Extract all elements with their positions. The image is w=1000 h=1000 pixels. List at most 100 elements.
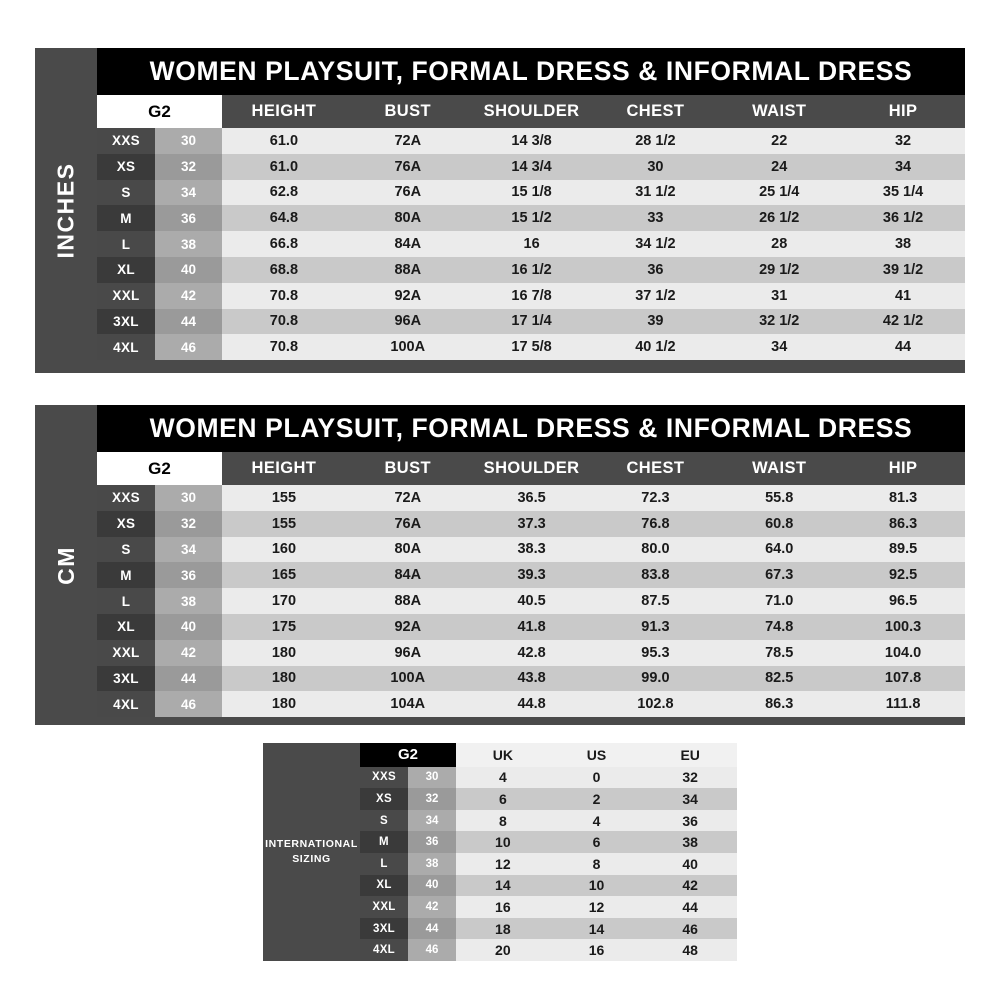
international-cell-us: 2 [549,788,644,810]
cell-shoulder: 15 1/2 [469,205,594,232]
cell-chest: 33 [593,205,718,232]
cell-bust: 92A [345,613,470,640]
international-cell-uk: 20 [456,939,550,961]
g2-value: 44 [155,308,222,335]
unit-label-inches: INCHES [52,162,79,259]
international-header-us: US [549,743,644,767]
inches-header-shoulder: SHOULDER [483,102,580,120]
size-label-xs: XS [97,510,155,537]
international-g2-value: 38 [408,853,456,875]
cell-waist: 29 1/2 [717,256,842,283]
cell-hip: 44 [841,334,965,361]
inches-table-body: WOMEN PLAYSUIT, FORMAL DRESS & INFORMAL … [97,48,965,373]
cm-header-g2: G2 [97,452,222,485]
cm-table-body: WOMEN PLAYSUIT, FORMAL DRESS & INFORMAL … [97,405,965,725]
g2-value: 30 [155,128,222,154]
cell-height: 66.8 [222,231,346,257]
cell-waist: 31 [717,282,842,309]
cell-chest: 99.0 [593,665,718,692]
international-cell-eu: 48 [643,939,738,961]
international-sizing-table: INTERNATIONAL SIZING G2 UK US EU XXS 30 4 0 32 X… [263,743,738,961]
international-cell-eu: 36 [643,809,738,832]
international-cell-uk: 8 [456,809,550,832]
international-cell-eu: 34 [643,788,738,810]
cell-bust: 80A [345,536,470,563]
cell-hip: 81.3 [841,485,965,511]
cell-height: 180 [222,665,346,692]
international-table-row: L 38 12 8 40 [360,853,738,875]
g2-value: 32 [155,510,222,537]
international-g2-value: 40 [408,874,456,897]
cell-shoulder: 39.3 [469,562,594,589]
cell-chest: 34 1/2 [593,231,718,257]
international-cell-us: 4 [549,809,644,832]
cell-height: 180 [222,691,346,718]
size-label-s: S [97,536,155,563]
international-size-label-m: M [360,831,408,854]
size-label-xxl: XXL [97,639,155,666]
size-label-3xl: 3XL [97,665,155,692]
cm-unit-rail: CM [35,405,97,725]
cm-header-hip: HIP [888,459,918,477]
cell-hip: 32 [841,128,965,154]
international-g2-value: 42 [408,896,456,918]
cell-chest: 30 [593,153,718,180]
international-cell-uk: 6 [456,788,550,810]
international-cell-us: 16 [549,939,644,961]
international-header-row: G2 UK US EU [360,743,738,767]
international-cell-uk: 14 [456,874,550,897]
g2-value: 30 [155,485,222,511]
international-cell-uk: 10 [456,831,550,854]
cell-height: 155 [222,510,346,537]
international-table-row: 4XL 46 20 16 48 [360,939,738,961]
inches-header-height: HEIGHT [251,102,317,120]
international-cell-us: 0 [549,766,644,789]
cell-bust: 84A [345,231,470,257]
international-size-label-xxs: XXS [360,766,408,789]
g2-value: 42 [155,282,222,309]
cm-header-waist: WAIST [752,459,807,477]
size-label-l: L [97,231,155,257]
cell-waist: 86.3 [717,691,842,718]
cell-waist: 67.3 [717,562,842,589]
inches-header-chest: CHEST [626,102,685,120]
g2-value: 34 [155,179,222,206]
cell-height: 64.8 [222,205,346,232]
cell-height: 70.8 [222,282,346,309]
international-g2-value: 32 [408,788,456,810]
table-row: L 38 66.8 84A 16 34 1/2 28 38 [97,231,965,257]
international-size-label-xxl: XXL [360,896,408,918]
cell-hip: 86.3 [841,510,965,537]
g2-value: 38 [155,588,222,614]
cell-hip: 39 1/2 [841,256,965,283]
g2-value: 34 [155,536,222,563]
size-label-4xl: 4XL [97,334,155,361]
g2-value: 32 [155,153,222,180]
international-table-row: S 34 8 4 36 [360,809,738,832]
international-g2-value: 36 [408,831,456,854]
international-size-label-xs: XS [360,788,408,810]
cell-hip: 34 [841,153,965,180]
international-cell-uk: 12 [456,853,550,875]
cell-shoulder: 14 3/4 [469,153,594,180]
international-cell-uk: 4 [456,766,550,789]
size-label-l: L [97,588,155,614]
cm-header-shoulder: SHOULDER [483,459,580,477]
inches-header-bust: BUST [384,102,431,120]
international-table-row: XXS 30 4 0 32 [360,766,738,789]
cell-chest: 28 1/2 [593,128,718,154]
cell-waist: 25 1/4 [717,179,842,206]
cell-height: 62.8 [222,179,346,206]
g2-value: 44 [155,665,222,692]
international-cell-eu: 42 [643,874,738,897]
unit-label-cm: CM [52,545,79,585]
table-row: XXS 30 61.0 72A 14 3/8 28 1/2 22 32 [97,128,965,154]
cm-table-title: WOMEN PLAYSUIT, FORMAL DRESS & INFORMAL … [97,405,965,452]
international-cell-eu: 32 [643,766,738,789]
size-label-xxl: XXL [97,282,155,309]
cell-height: 175 [222,613,346,640]
international-cell-us: 14 [549,917,644,940]
cell-waist: 24 [717,153,842,180]
g2-value: 46 [155,334,222,361]
